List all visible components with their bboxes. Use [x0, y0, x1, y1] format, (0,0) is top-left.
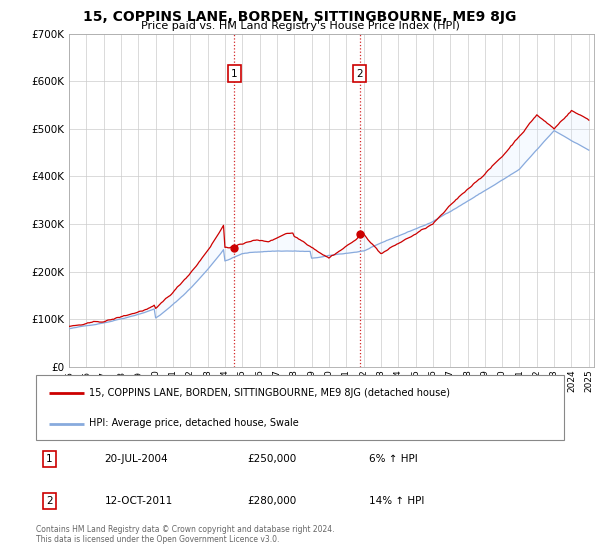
Text: HPI: Average price, detached house, Swale: HPI: Average price, detached house, Swal… — [89, 418, 299, 428]
Text: 15, COPPINS LANE, BORDEN, SITTINGBOURNE, ME9 8JG: 15, COPPINS LANE, BORDEN, SITTINGBOURNE,… — [83, 10, 517, 24]
Text: 2: 2 — [46, 496, 53, 506]
Text: £250,000: £250,000 — [247, 454, 296, 464]
Text: Price paid vs. HM Land Registry's House Price Index (HPI): Price paid vs. HM Land Registry's House … — [140, 21, 460, 31]
Text: 1: 1 — [46, 454, 53, 464]
Text: 20-JUL-2004: 20-JUL-2004 — [104, 454, 168, 464]
Text: 2: 2 — [356, 68, 363, 78]
Text: This data is licensed under the Open Government Licence v3.0.: This data is licensed under the Open Gov… — [36, 535, 280, 544]
Text: 12-OCT-2011: 12-OCT-2011 — [104, 496, 173, 506]
Text: 1: 1 — [231, 68, 238, 78]
Text: £280,000: £280,000 — [247, 496, 296, 506]
Text: 14% ↑ HPI: 14% ↑ HPI — [368, 496, 424, 506]
Text: 6% ↑ HPI: 6% ↑ HPI — [368, 454, 418, 464]
Text: 15, COPPINS LANE, BORDEN, SITTINGBOURNE, ME9 8JG (detached house): 15, COPPINS LANE, BORDEN, SITTINGBOURNE,… — [89, 388, 450, 398]
Text: Contains HM Land Registry data © Crown copyright and database right 2024.: Contains HM Land Registry data © Crown c… — [36, 525, 335, 534]
